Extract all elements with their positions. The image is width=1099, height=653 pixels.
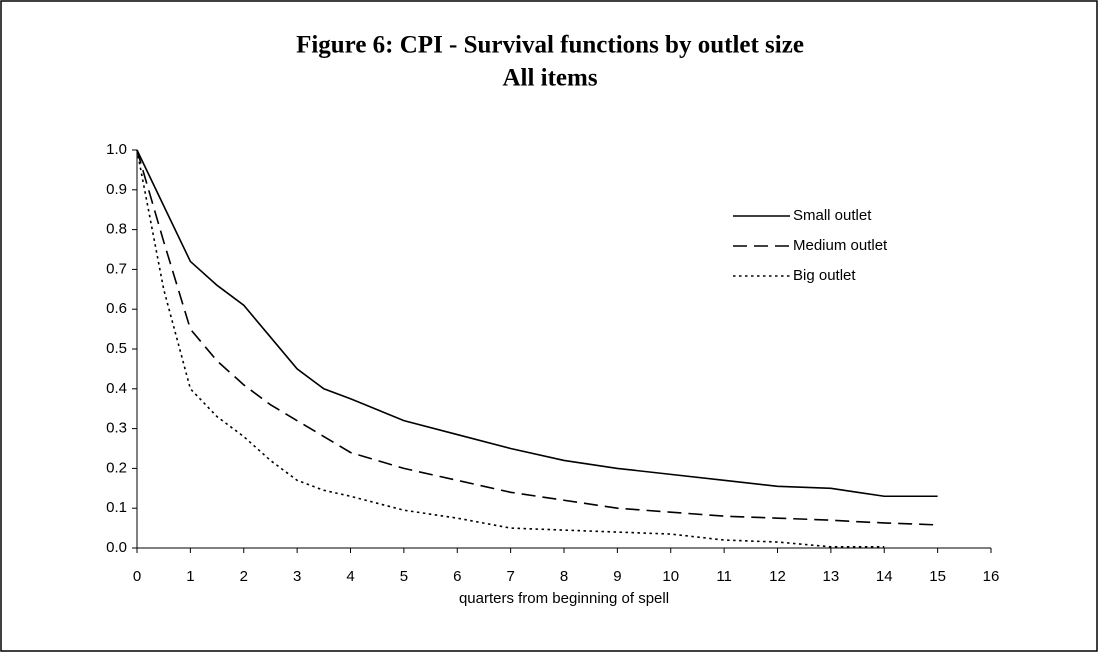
chart-subtitle: All items bbox=[502, 65, 597, 92]
y-tick-label: 0.6 bbox=[106, 300, 127, 317]
x-tick-label: 7 bbox=[506, 568, 514, 585]
series-line bbox=[136, 149, 885, 548]
x-tick-label: 14 bbox=[876, 568, 893, 585]
y-tick-label: 0.3 bbox=[106, 420, 127, 437]
x-tick-label: 6 bbox=[453, 568, 461, 585]
y-tick-label: 0.9 bbox=[106, 181, 127, 198]
x-tick-label: 8 bbox=[560, 568, 568, 585]
x-tick-label: 9 bbox=[613, 568, 621, 585]
series-line bbox=[136, 149, 938, 498]
x-tick-label: 4 bbox=[346, 568, 354, 585]
x-tick-label: 3 bbox=[293, 568, 301, 585]
x-axis-label: quarters from beginning of spell bbox=[459, 590, 669, 607]
y-tick-label: 0.1 bbox=[106, 499, 127, 516]
chart-title: Figure 6: CPI - Survival functions by ou… bbox=[296, 32, 804, 59]
x-tick-label: 5 bbox=[400, 568, 408, 585]
y-tick-label: 0.0 bbox=[106, 539, 127, 556]
legend-label: Medium outlet bbox=[793, 237, 888, 254]
y-tick-label: 0.8 bbox=[106, 221, 127, 238]
legend-label: Small outlet bbox=[793, 207, 872, 224]
legend-label: Big outlet bbox=[793, 267, 856, 284]
y-tick-label: 0.2 bbox=[106, 459, 127, 476]
x-tick-label: 11 bbox=[716, 568, 732, 585]
x-tick-label: 16 bbox=[983, 568, 1000, 585]
x-tick-label: 13 bbox=[823, 568, 840, 585]
y-tick-label: 1.0 bbox=[106, 141, 127, 158]
x-tick-label: 1 bbox=[186, 568, 194, 585]
y-tick-label: 0.4 bbox=[106, 380, 127, 397]
x-tick-label: 15 bbox=[929, 568, 946, 585]
x-tick-label: 12 bbox=[769, 568, 786, 585]
y-tick-label: 0.5 bbox=[106, 340, 127, 357]
series-line bbox=[136, 149, 938, 526]
x-tick-label: 0 bbox=[133, 568, 141, 585]
x-tick-label: 10 bbox=[662, 568, 679, 585]
x-tick-label: 2 bbox=[240, 568, 248, 585]
y-tick-label: 0.7 bbox=[106, 260, 127, 277]
